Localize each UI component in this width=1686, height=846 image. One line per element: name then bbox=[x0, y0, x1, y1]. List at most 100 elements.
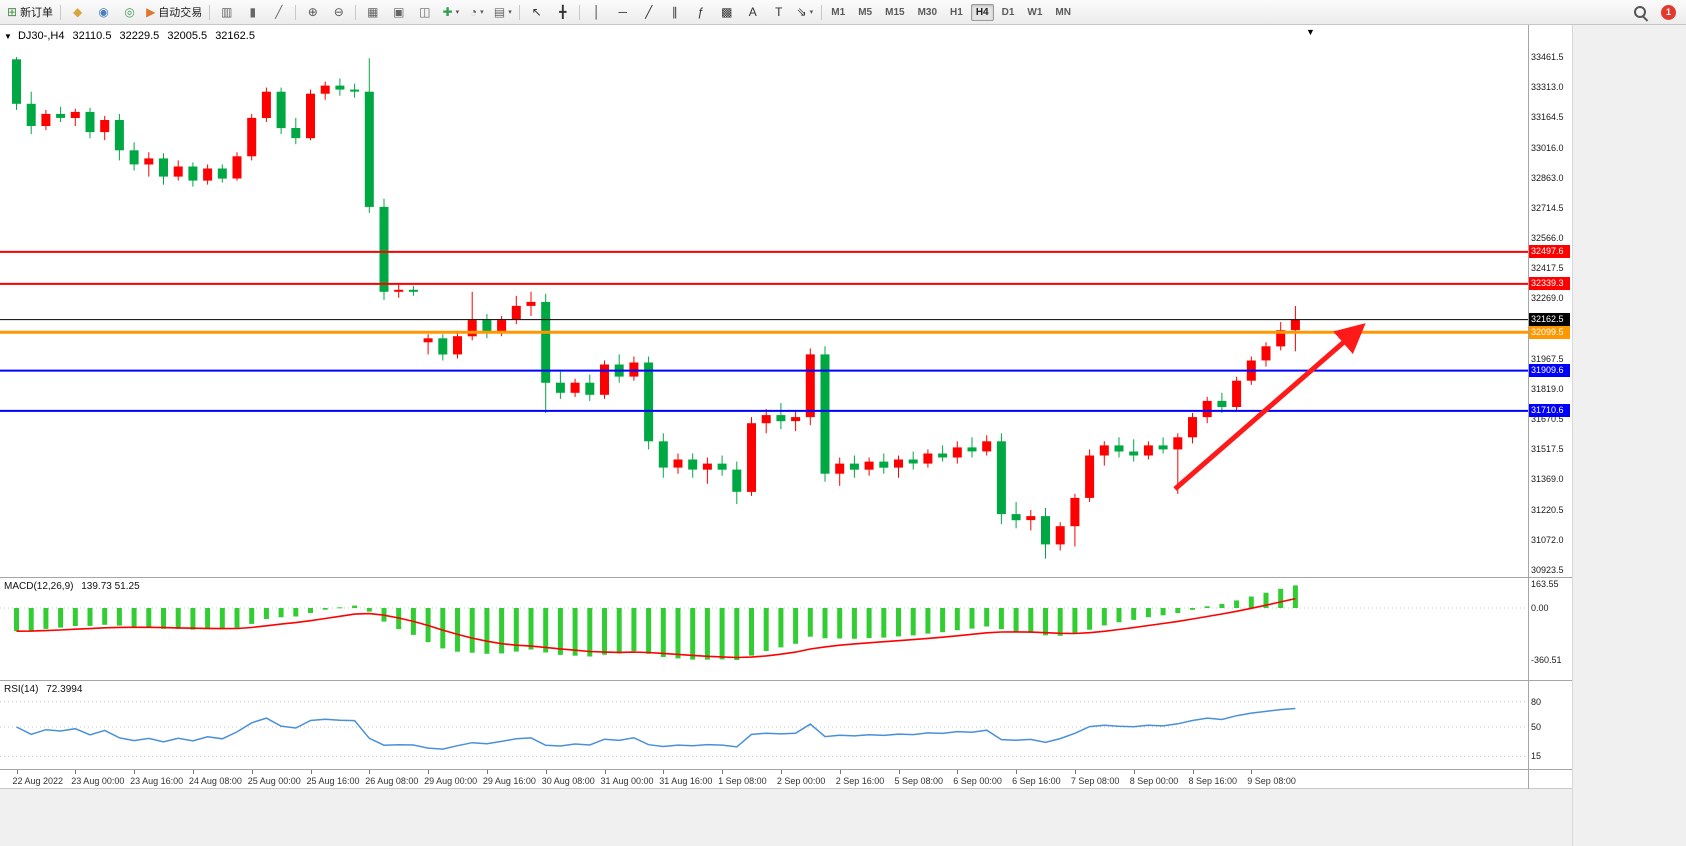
y-axis-label: 32714.5 bbox=[1531, 202, 1564, 213]
periods-icon[interactable]: ◔ ▾ bbox=[464, 2, 489, 23]
timeframe-m30[interactable]: M30 bbox=[917, 6, 938, 18]
webtrader-icon-glyph: ◎ bbox=[124, 5, 135, 19]
arrows-icon[interactable]: ⇘ ▾ bbox=[792, 2, 817, 23]
ohlc-close: 32162.5 bbox=[215, 30, 255, 42]
x-axis-label: 7 Sep 08:00 bbox=[1070, 776, 1120, 786]
chart-shift-icon-glyph: ◫ bbox=[419, 5, 431, 19]
text-icon[interactable]: A bbox=[740, 2, 765, 23]
x-axis-label: 25 Aug 00:00 bbox=[247, 776, 301, 786]
quick-trade-icon[interactable]: ◆ bbox=[65, 2, 90, 23]
candlestick-chart-icon[interactable]: ▮ bbox=[240, 2, 265, 23]
time-tick bbox=[1016, 770, 1018, 774]
price-marker-32162.5: 32162.5 bbox=[1529, 313, 1570, 327]
y-axis-label: 32269.0 bbox=[1531, 293, 1564, 304]
macd-label: MACD(12,26,9) bbox=[4, 581, 74, 592]
timeframe-h1[interactable]: H1 bbox=[950, 6, 963, 18]
zoom-out-icon[interactable]: ⊖ bbox=[326, 2, 351, 23]
x-axis-label: 29 Aug 16:00 bbox=[482, 776, 536, 786]
vertical-line-icon[interactable]: │ bbox=[584, 2, 609, 23]
candlestick-chart-icon-glyph: ▮ bbox=[249, 5, 257, 19]
templates-icon[interactable]: ▤ ▾ bbox=[490, 2, 515, 23]
y-axis-label: 30923.5 bbox=[1531, 565, 1564, 575]
timeframe-d1[interactable]: D1 bbox=[1001, 6, 1015, 18]
bottom-strip bbox=[0, 789, 1572, 846]
tile-windows-icon[interactable]: ▦ bbox=[360, 2, 385, 23]
time-tick bbox=[251, 770, 253, 774]
macd-axis-label: 163.55 bbox=[1531, 579, 1559, 589]
x-axis-label: 2 Sep 16:00 bbox=[835, 776, 885, 786]
shapes-icon[interactable]: ▩ bbox=[714, 2, 739, 23]
time-tick bbox=[957, 770, 959, 774]
toolbar-buttons: ⊞ 新订单 ◆ ◉ ◎ ▶ 自动交易 ▥ ▮ ╱ ⊕ ⊖ ▦ ▣ ◫ ✚ ▾ ◔ ▾ ▤ ▾ ↖ ╋ │ ─ ╱ ∥ ƒ ▩ A T ⇘ ▾ bbox=[4, 2, 825, 23]
notification-badge[interactable]: 1 bbox=[1661, 4, 1676, 20]
scroll-to-end-icon[interactable]: ▼ bbox=[1306, 27, 1315, 37]
time-tick bbox=[75, 770, 77, 774]
search-icon[interactable] bbox=[1632, 4, 1649, 21]
timeframe-h4[interactable]: H4 bbox=[970, 3, 994, 21]
x-axis-label: 31 Aug 16:00 bbox=[659, 776, 713, 786]
y-axis-label: 33461.5 bbox=[1531, 52, 1564, 62]
horizontal-line-icon[interactable]: ─ bbox=[610, 2, 635, 23]
autotrading-button[interactable]: ▶ 自动交易 bbox=[143, 2, 205, 23]
trend-arrow-annotation[interactable] bbox=[1173, 323, 1366, 491]
zoom-in-icon[interactable]: ⊕ bbox=[300, 2, 325, 23]
time-tick bbox=[369, 770, 371, 774]
text-label-icon-glyph: T bbox=[775, 5, 783, 19]
depth-of-market-icon[interactable]: ◉ bbox=[91, 2, 116, 23]
bar-chart-icon[interactable]: ▥ bbox=[214, 2, 239, 23]
fibonacci-icon[interactable]: ƒ bbox=[688, 2, 713, 23]
y-axis-label: 31220.5 bbox=[1531, 504, 1564, 515]
trendline-icon-glyph: ╱ bbox=[645, 5, 653, 19]
macd-panel-separator[interactable] bbox=[0, 577, 1572, 578]
vertical-line-icon-glyph: │ bbox=[593, 5, 601, 19]
timeframe-m1[interactable]: M1 bbox=[831, 6, 846, 18]
tile-windows-icon-glyph: ▦ bbox=[367, 5, 379, 19]
cursor-icon[interactable]: ↖ bbox=[524, 2, 549, 23]
dropdown-caret-icon: ▾ bbox=[480, 9, 484, 16]
trendline-icon[interactable]: ╱ bbox=[636, 2, 661, 23]
channel-icon[interactable]: ∥ bbox=[662, 2, 687, 23]
dropdown-caret-icon: ▾ bbox=[809, 9, 814, 16]
chart-plot-area[interactable] bbox=[0, 25, 1528, 577]
timeframe-m15[interactable]: M15 bbox=[885, 6, 905, 18]
timeframe-buttons: M1 M5 M15 M30 H1 H4 D1 W1 MN bbox=[825, 3, 1077, 21]
time-axis-separator bbox=[0, 769, 1572, 770]
toolbar-separator bbox=[60, 4, 62, 20]
time-tick bbox=[310, 770, 312, 774]
timeframe-mn[interactable]: MN bbox=[1055, 6, 1071, 18]
toolbar-separator bbox=[209, 4, 211, 20]
cursor-icon-glyph: ↖ bbox=[531, 5, 542, 19]
rsi-line bbox=[16, 707, 1296, 750]
x-axis-label: 31 Aug 00:00 bbox=[600, 776, 654, 786]
symbol-dropdown-icon[interactable]: ▼ bbox=[4, 32, 12, 41]
x-axis-label: 23 Aug 16:00 bbox=[130, 776, 184, 786]
y-axis-label: 33164.5 bbox=[1531, 112, 1564, 123]
rsi-panel-separator[interactable] bbox=[0, 680, 1572, 681]
rsi-header: RSI(14) 72.3994 bbox=[4, 684, 82, 695]
macd-axis-label: 0.00 bbox=[1531, 603, 1549, 613]
dropdown-caret-icon: ▾ bbox=[455, 9, 460, 16]
x-axis-label: 24 Aug 08:00 bbox=[188, 776, 242, 786]
bar-chart-icon-glyph: ▥ bbox=[221, 5, 233, 19]
cascade-windows-icon[interactable]: ▣ bbox=[386, 2, 411, 23]
webtrader-icon[interactable]: ◎ bbox=[117, 2, 142, 23]
new-order-glyph: ⊞ bbox=[7, 5, 18, 19]
chart-shift-icon[interactable]: ◫ bbox=[412, 2, 437, 23]
rsi-axis-label: 15 bbox=[1531, 751, 1542, 762]
line-chart-icon-glyph: ╱ bbox=[275, 5, 283, 19]
timeframe-w1[interactable]: W1 bbox=[1027, 6, 1043, 18]
crosshair-icon[interactable]: ╋ bbox=[550, 2, 575, 23]
timeframe-m5[interactable]: M5 bbox=[858, 6, 873, 18]
rsi-label: RSI(14) bbox=[4, 684, 39, 695]
crosshair-icon-glyph: ╋ bbox=[559, 5, 567, 19]
x-axis-label: 29 Aug 00:00 bbox=[424, 776, 478, 786]
text-label-icon[interactable]: T bbox=[766, 2, 791, 23]
new-chart-icon[interactable]: ✚ ▾ bbox=[438, 2, 463, 23]
zoom-out-icon-glyph: ⊖ bbox=[333, 5, 344, 19]
time-tick bbox=[486, 770, 488, 774]
price-marker-32497.6: 32497.6 bbox=[1529, 245, 1570, 259]
line-chart-icon[interactable]: ╱ bbox=[266, 2, 291, 23]
new-order-button[interactable]: ⊞ 新订单 bbox=[4, 2, 56, 23]
